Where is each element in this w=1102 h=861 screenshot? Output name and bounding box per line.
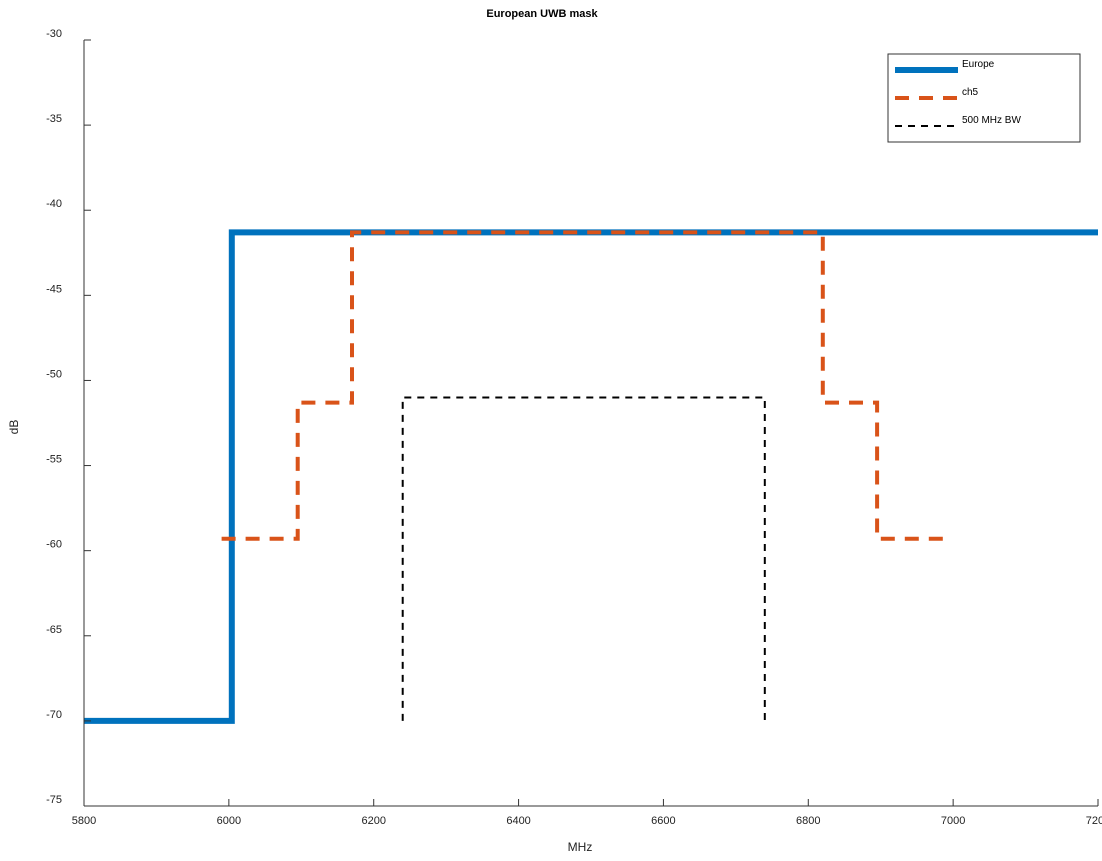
series-line-2 — [221, 230, 946, 541]
y-tick-label: -40 — [46, 198, 62, 210]
x-axis-label: MHz — [568, 840, 593, 854]
axes — [83, 40, 1098, 807]
x-tick-label: 6800 — [796, 815, 820, 827]
x-ticks: 5800 6000 6200 6400 6600 6800 7000 7200 — [72, 799, 1102, 827]
legend: Europe ch5 500 MHz BW — [887, 53, 1081, 143]
y-tick-label: -50 — [46, 368, 62, 380]
plot-area — [84, 229, 1098, 724]
y-tick-label: -65 — [46, 624, 62, 636]
y-tick-label: -75 — [46, 794, 62, 806]
legend-label: Europe — [962, 59, 995, 70]
y-tick-label: -35 — [46, 113, 62, 125]
series-line-3 — [401, 396, 766, 721]
y-tick-label: -55 — [46, 454, 62, 466]
y-tick-label: -30 — [46, 28, 62, 40]
x-tick-label: 5800 — [72, 815, 96, 827]
x-tick-label: 6000 — [217, 815, 241, 827]
legend-label: ch5 — [962, 87, 979, 98]
y-ticks: -30 -35 -40 -45 -50 -55 -60 -65 -70 -75 — [46, 28, 91, 807]
x-tick-label: 7000 — [941, 815, 965, 827]
y-axis-label: dB — [7, 420, 21, 435]
x-tick-label: 7200 — [1086, 815, 1102, 827]
series-line-1 — [84, 229, 1098, 724]
y-tick-label: -45 — [46, 283, 62, 295]
x-tick-label: 6600 — [651, 815, 675, 827]
y-tick-label: -60 — [46, 539, 62, 551]
y-tick-label: -70 — [46, 709, 62, 721]
chart-title: European UWB mask — [486, 8, 598, 20]
legend-label: 500 MHz BW — [962, 115, 1021, 126]
x-tick-label: 6200 — [361, 815, 385, 827]
x-tick-label: 6400 — [506, 815, 530, 827]
